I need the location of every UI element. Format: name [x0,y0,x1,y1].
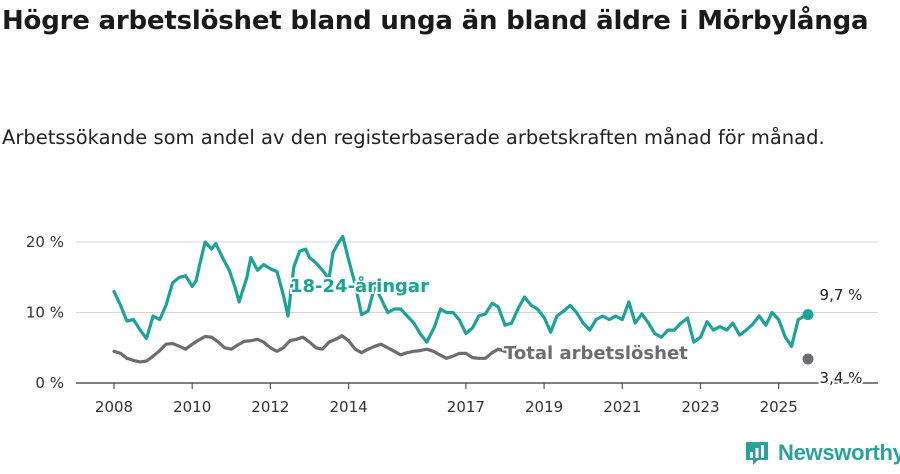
series-line-total [112,334,514,364]
x-tick-label: 2025 [760,398,798,416]
end-dot-total [802,353,814,365]
y-tick-label: 20 % [26,233,64,251]
x-tick-label: 2023 [681,398,719,416]
series-layer [112,234,810,364]
brand-name: Newsworthy [778,440,900,465]
end-dot-young [802,309,814,321]
x-tick-label: 2014 [329,398,367,416]
series-label-total: Total arbetslöshet [504,343,688,364]
newsworthy-brand: Newsworthy [744,440,900,466]
x-tick-label: 2012 [251,398,289,416]
series-label-young: 18-24-åringar [290,275,429,297]
x-tick-label: 2017 [447,398,485,416]
end-label-total: 3,4 % [820,369,863,387]
x-tick-label: 2008 [95,398,133,416]
chart-subtitle: Arbetssökande som andel av den registerb… [2,126,825,149]
bar-chart-icon [746,442,768,465]
x-tick-label: 2010 [173,398,211,416]
end-label-young: 9,7 % [820,286,863,304]
y-tick-label: 0 % [35,374,64,392]
chart-title: Högre arbetslöshet bland unga än bland ä… [2,6,869,36]
y-axis: 0 % 10 % 20 % [26,233,64,392]
y-tick-label: 10 % [26,304,64,322]
x-axis: 2008 2010 2012 2014 2017 2019 2021 2023 2025 [95,383,798,416]
x-tick-label: 2021 [603,398,641,416]
grid-lines [76,241,878,384]
series-line-young [112,234,810,348]
x-tick-label: 2019 [525,398,563,416]
